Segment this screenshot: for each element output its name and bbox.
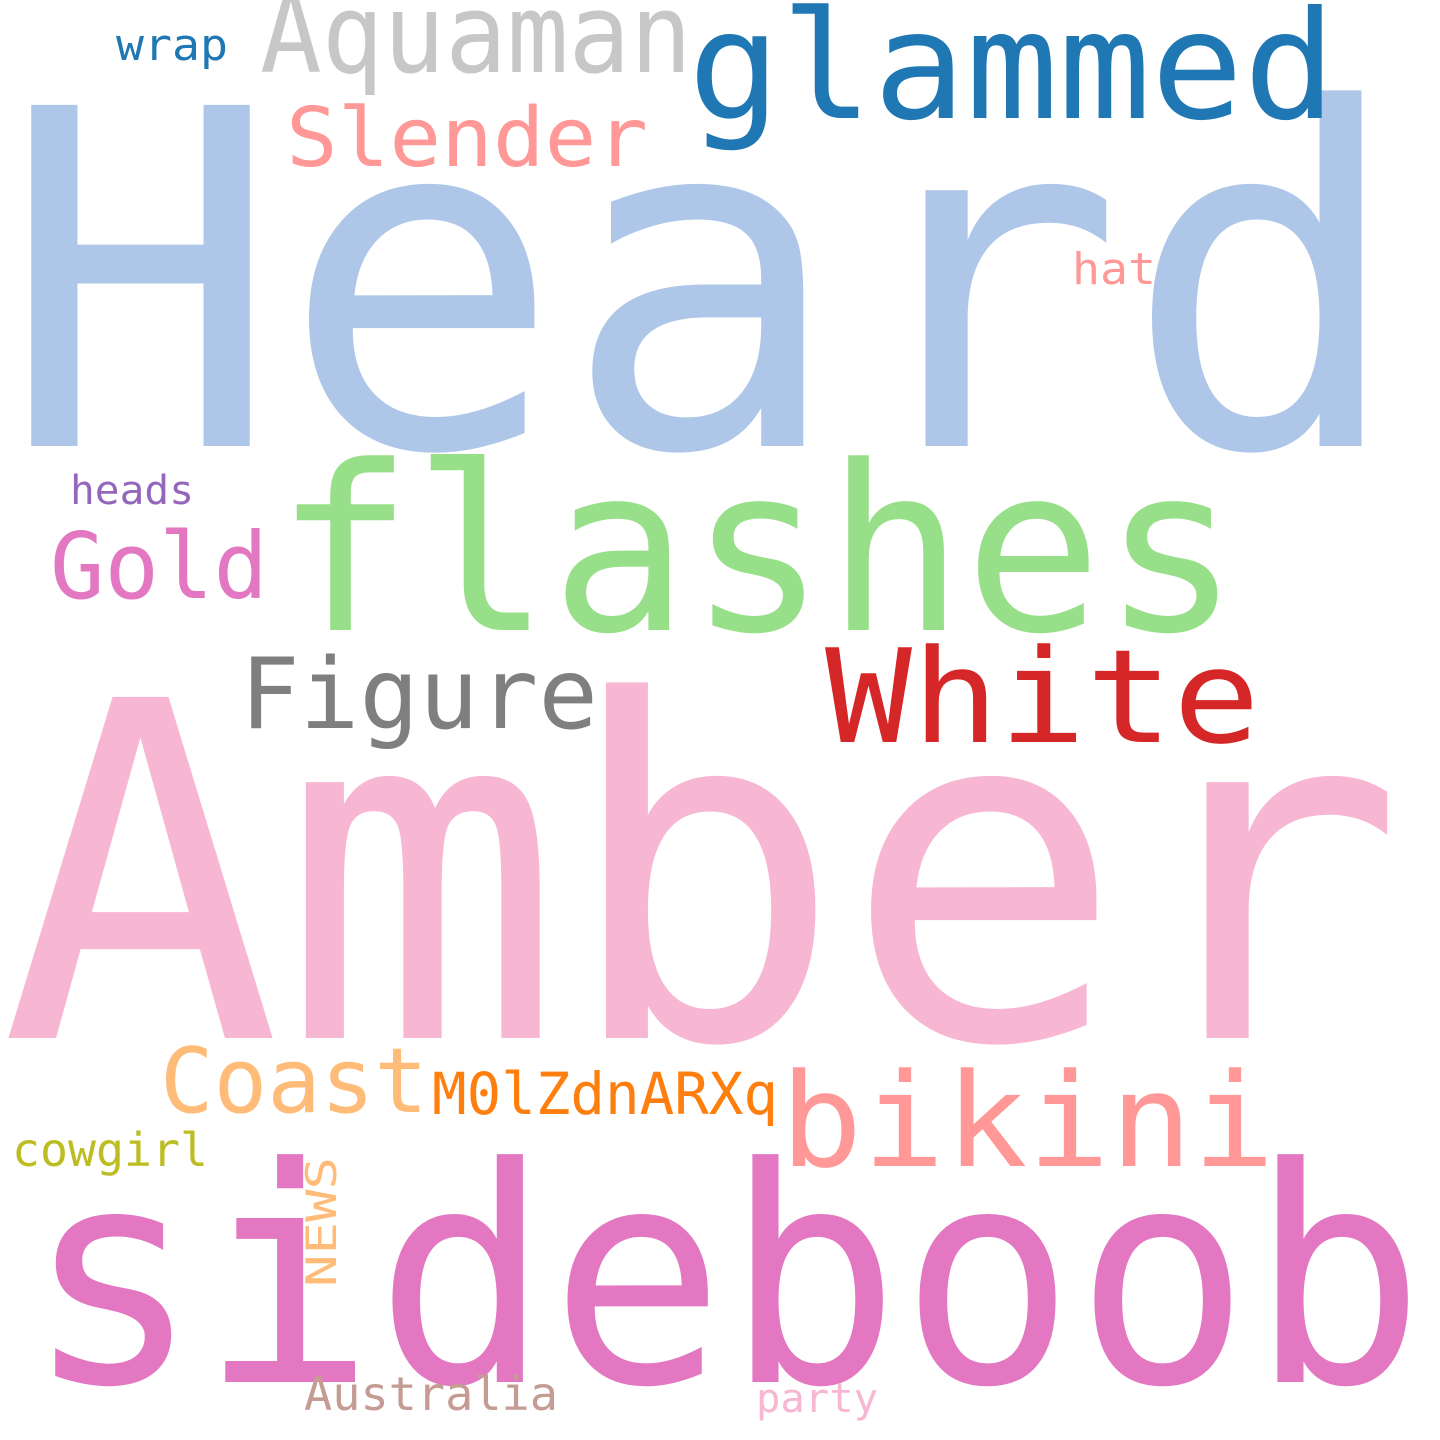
word-bikini: bikini [780, 1045, 1275, 1197]
word-heard: Heard [0, 13, 1405, 557]
word-hat: hat [1072, 244, 1156, 295]
word-amber: Amber [0, 605, 1405, 1149]
word-coast: Coast [160, 1029, 428, 1134]
word-aquaman: Aquaman [260, 0, 692, 98]
word-white: White [825, 621, 1260, 773]
word-party: party [756, 1376, 878, 1422]
word-wrap: wrap [116, 20, 228, 71]
word-heads: heads [70, 468, 194, 514]
word-gold: Gold [50, 513, 268, 620]
word-flashes: flashes [275, 418, 1240, 685]
word-sideboob: sideboob [25, 1104, 1425, 1440]
word-figure: Figure [240, 638, 598, 752]
word-cowgirl: cowgirl [12, 1123, 208, 1177]
word-australia: Australia [304, 1367, 558, 1421]
word-code: M0lZdnARXq [432, 1060, 778, 1128]
word-slender: Slender [286, 91, 648, 186]
word-news: NEWS [297, 1157, 346, 1287]
word-glammed: glammed [688, 0, 1336, 154]
